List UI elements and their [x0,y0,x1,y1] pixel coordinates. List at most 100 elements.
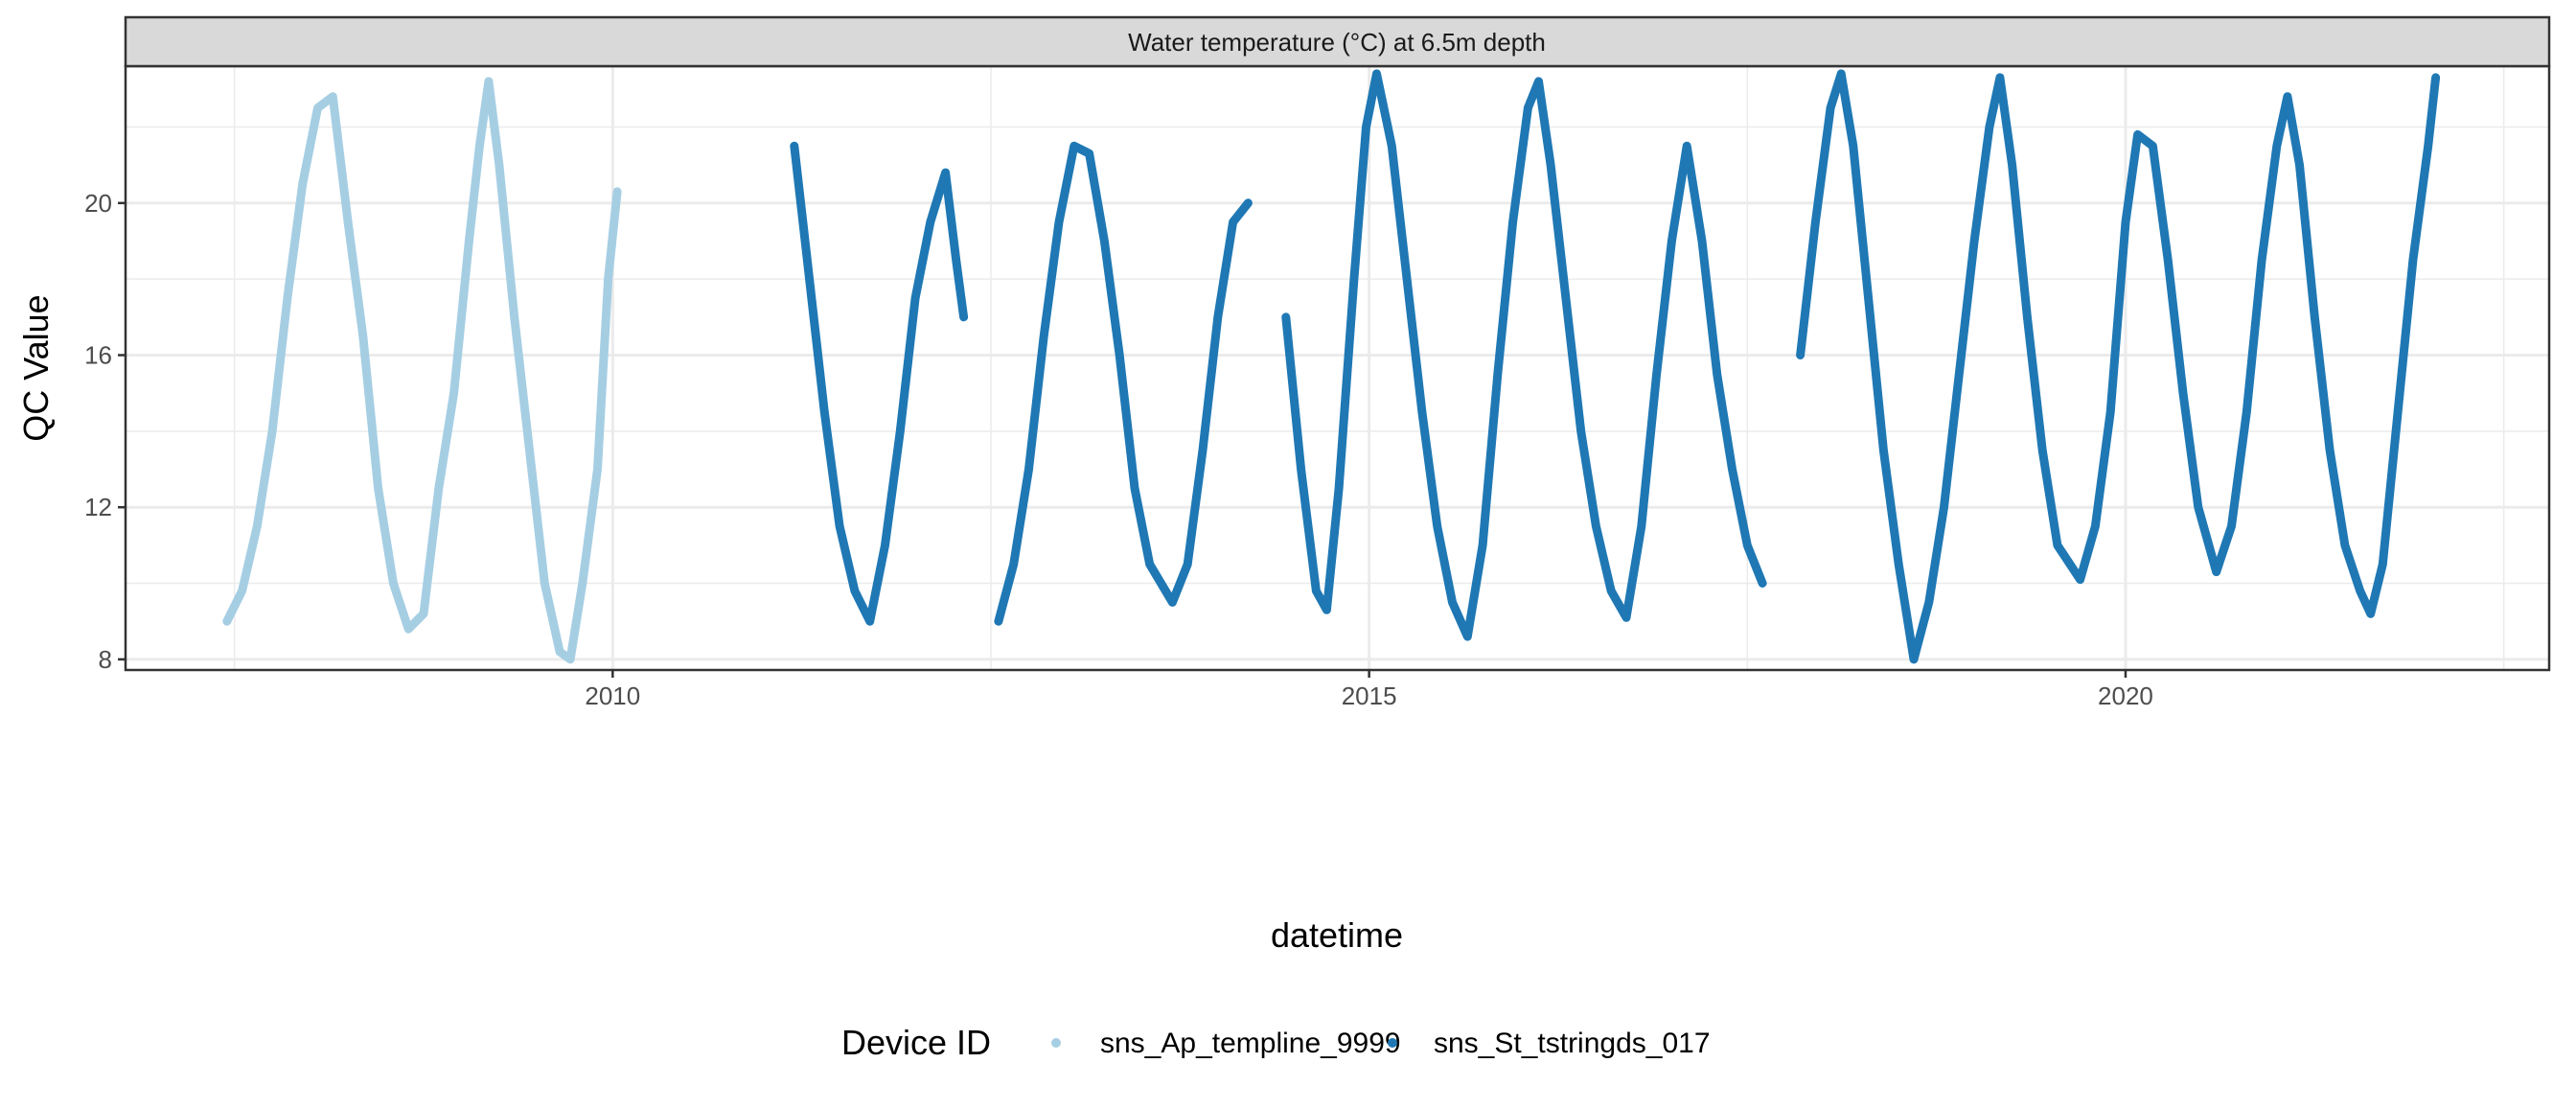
data-point-sns_St_tstringds_017 [1312,587,1321,595]
data-point-sns_St_tstringds_017 [1697,237,1706,245]
data-point-sns_St_tstringds_017 [1622,613,1631,622]
data-point-sns_St_tstringds_017 [1534,77,1543,85]
data-point-sns_St_tstringds_017 [1433,522,1441,531]
y-tick-label: 20 [84,189,112,218]
data-point-sns_St_tstringds_017 [1145,560,1154,568]
data-point-sns_St_tstringds_017 [952,256,960,265]
data-point-sns_St_tstringds_017 [2242,408,2251,417]
data-point-sns_St_tstringds_017 [790,142,798,150]
data-point-sns_St_tstringds_017 [1652,370,1661,379]
data-point-sns_St_tstringds_017 [1607,587,1616,595]
data-point-sns_St_tstringds_017 [1322,606,1331,614]
data-point-sns_Ap_templine_9999 [358,332,367,340]
data-point-sns_St_tstringds_017 [1637,522,1645,531]
data-point-sns_St_tstringds_017 [1879,446,1888,454]
data-point-sns_St_tstringds_017 [1576,427,1585,435]
data-point-sns_Ap_templine_9999 [268,427,277,435]
data-point-sns_St_tstringds_017 [2133,130,2142,139]
data-point-sns_St_tstringds_017 [1547,161,1555,170]
data-point-sns_St_tstringds_017 [1985,123,1993,131]
data-point-sns_St_tstringds_017 [1040,332,1048,340]
data-point-sns_St_tstringds_017 [1592,522,1600,531]
data-point-sns_Ap_templine_9999 [313,104,322,112]
axes: 8 12 16 20 2010 2015 2020 [84,189,2153,710]
data-point-sns_St_tstringds_017 [1970,237,1979,245]
data-point-sns_St_tstringds_017 [1085,150,1093,158]
legend-key-sns-st-tstringds-017 [1388,1038,1397,1048]
data-point-sns_St_tstringds_017 [1417,408,1426,417]
data-point-sns_St_tstringds_017 [1403,275,1412,284]
data-point-sns_St_tstringds_017 [994,617,1002,626]
data-point-sns_Ap_templine_9999 [525,446,534,454]
facet-strip [124,15,2551,68]
data-point-sns_St_tstringds_017 [1362,123,1370,131]
data-point-sns_St_tstringds_017 [1479,541,1487,549]
data-point-sns_St_tstringds_017 [959,312,968,321]
data-point-sns_St_tstringds_017 [1372,69,1381,78]
data-point-sns_St_tstringds_017 [1668,237,1676,245]
data-point-sns_St_tstringds_017 [1229,218,1237,226]
data-point-sns_Ap_templine_9999 [578,579,586,588]
data-point-sns_St_tstringds_017 [805,275,814,284]
data-point-sns_St_tstringds_017 [2340,541,2349,549]
data-point-sns_St_tstringds_017 [1895,560,1903,568]
data-point-sns_St_tstringds_017 [1864,294,1873,303]
x-tick-label: 2020 [2098,682,2153,710]
data-point-sns_St_tstringds_017 [1100,237,1109,245]
data-point-sns_St_tstringds_017 [1130,484,1138,493]
data-point-sns_St_tstringds_017 [2272,142,2281,150]
data-point-sns_St_tstringds_017 [2379,560,2387,568]
legend-key-sns-ap-templine-9999 [1051,1038,1061,1048]
data-point-sns_St_tstringds_017 [1335,484,1344,493]
y-tick-label: 12 [84,493,112,521]
data-point-sns_St_tstringds_017 [1759,579,1767,588]
data-point-sns_St_tstringds_017 [2424,142,2432,150]
data-point-sns_St_tstringds_017 [1184,560,1192,568]
data-point-sns_St_tstringds_017 [1683,142,1691,150]
data-point-sns_St_tstringds_017 [2038,446,2047,454]
data-point-sns_St_tstringds_017 [2356,587,2364,595]
data-point-sns_Ap_templine_9999 [222,617,231,626]
data-point-sns_Ap_templine_9999 [238,587,246,595]
data-point-sns_St_tstringds_017 [1463,633,1472,641]
data-point-sns_St_tstringds_017 [2194,503,2202,512]
data-point-sns_Ap_templine_9999 [344,218,353,226]
data-point-sns_Ap_templine_9999 [540,579,549,588]
legend: Device ID sns_Ap_templine_9999 sns_St_ts… [841,1023,1711,1062]
data-point-sns_St_tstringds_017 [1508,218,1517,226]
data-point-sns_St_tstringds_017 [1561,294,1570,303]
series-trace-sns_St_tstringds_017 [1281,69,1767,641]
data-point-sns_St_tstringds_017 [2311,312,2319,321]
data-point-sns_St_tstringds_017 [1388,142,1396,150]
data-point-sns_Ap_templine_9999 [566,655,575,663]
data-point-sns_Ap_templine_9999 [419,610,427,618]
data-point-sns_St_tstringds_017 [1244,198,1253,207]
data-point-sns_Ap_templine_9999 [556,647,564,656]
data-point-sns_St_tstringds_017 [1811,218,1820,226]
legend-title: Device ID [841,1023,991,1062]
data-point-sns_St_tstringds_017 [941,169,950,177]
data-point-sns_St_tstringds_017 [2283,92,2291,101]
data-point-sns_St_tstringds_017 [850,587,859,595]
data-point-sns_St_tstringds_017 [2053,541,2061,549]
data-point-sns_St_tstringds_017 [1297,465,1305,474]
data-point-sns_Ap_templine_9999 [283,294,291,303]
data-point-sns_St_tstringds_017 [1995,73,2004,81]
data-point-sns_St_tstringds_017 [2431,73,2440,81]
series-layer [222,69,2441,664]
legend-label-sns-st-tstringds-017: sns_St_tstringds_017 [1434,1028,1711,1059]
data-point-sns_St_tstringds_017 [2394,408,2403,417]
data-point-sns_St_tstringds_017 [1743,541,1752,549]
data-point-sns_St_tstringds_017 [1213,312,1222,321]
data-point-sns_St_tstringds_017 [1281,312,1290,321]
data-point-sns_St_tstringds_017 [1796,351,1805,359]
data-point-sns_St_tstringds_017 [2366,610,2375,618]
data-point-sns_St_tstringds_017 [1713,370,1721,379]
data-point-sns_St_tstringds_017 [1493,370,1502,379]
data-point-sns_Ap_templine_9999 [404,625,413,634]
data-point-sns_St_tstringds_017 [2212,567,2220,576]
data-point-sns_St_tstringds_017 [926,218,934,226]
y-tick-label: 8 [99,645,112,674]
data-point-sns_Ap_templine_9999 [604,275,612,284]
